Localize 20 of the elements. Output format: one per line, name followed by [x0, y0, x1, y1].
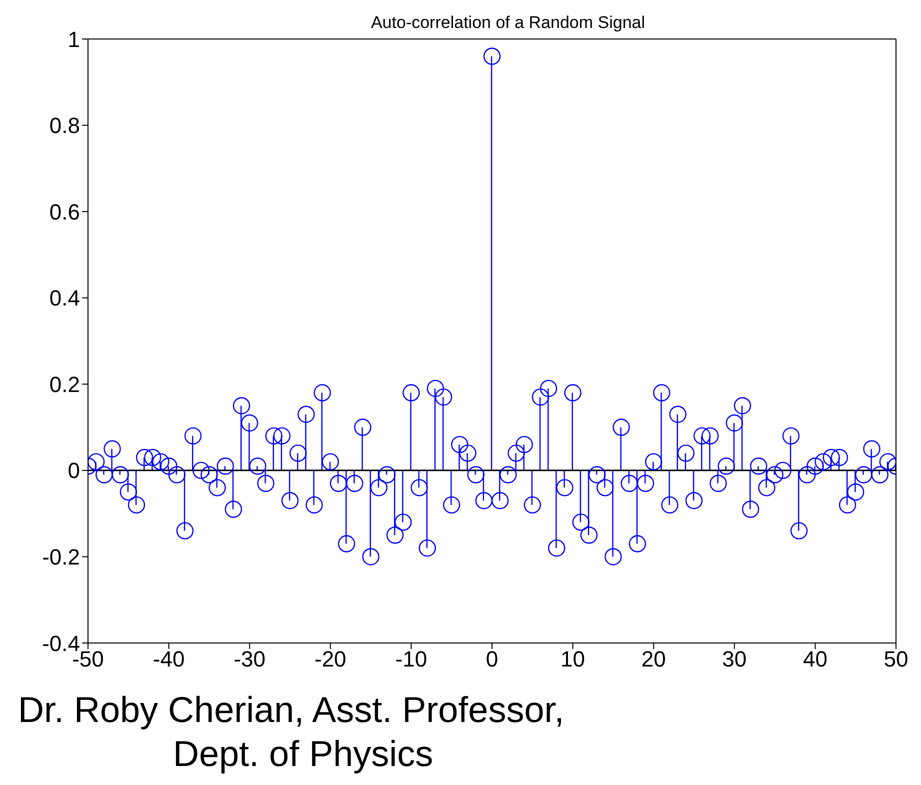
text: Dr. Roby Cherian, Asst. Professor, [17, 688, 566, 732]
x-tick-label: 30 [722, 646, 747, 672]
text: Dept. of Physics [172, 732, 434, 776]
y-tick-label: 0.4 [49, 286, 80, 311]
chart-title: Auto-correlation of a Random Signal [370, 13, 646, 32]
x-tick-label: -30 [234, 646, 266, 672]
y-tick-label: 0.8 [49, 113, 80, 138]
x-tick-label: -20 [314, 646, 346, 672]
x-tick-label: -10 [395, 646, 428, 672]
x-tick-label: 0 [486, 646, 498, 672]
y-tick-label: 1 [68, 26, 80, 52]
x-tick-label: 50 [884, 646, 908, 672]
x-tick-label: 40 [802, 646, 828, 672]
y-tick-label: 0.2 [49, 372, 80, 397]
y-tick-label: 0 [68, 458, 80, 484]
x-tick-label: 10 [560, 646, 586, 672]
x-tick-label: -40 [152, 646, 185, 672]
y-tick-label: 0.6 [49, 199, 80, 224]
y-tick-label: -0.2 [42, 544, 80, 570]
x-tick-label: 20 [641, 646, 666, 672]
